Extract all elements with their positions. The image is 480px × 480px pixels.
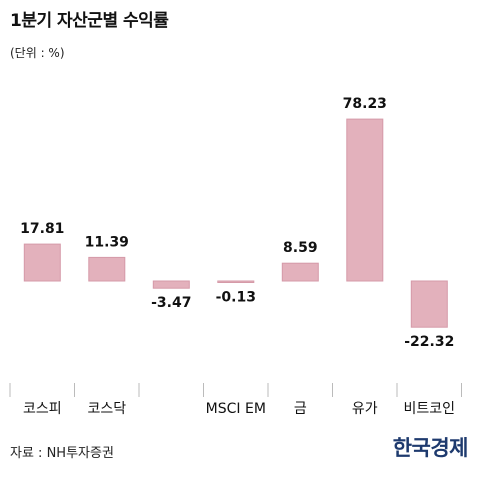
bar-7 <box>410 280 448 328</box>
bar-6 <box>346 118 384 282</box>
category-label-4: MSCI EM <box>206 401 266 417</box>
value-label-4: -0.13 <box>216 290 256 306</box>
bar-2 <box>88 256 126 282</box>
bar-1 <box>23 243 61 282</box>
value-label-2: 11.39 <box>85 234 129 250</box>
value-label-7: -22.32 <box>404 334 454 350</box>
value-label-3: -3.47 <box>151 295 191 311</box>
category-label-2: 코스닥 <box>87 401 126 417</box>
bar-5 <box>281 262 319 282</box>
category-label-7: 비트코인 <box>404 401 456 417</box>
chart-title: 1분기 자산군별 수익률 <box>10 11 169 31</box>
bar-4 <box>217 280 255 283</box>
value-label-1: 17.81 <box>20 221 64 237</box>
unit-note: (단위 : %) <box>10 46 65 60</box>
category-label-5: 금 <box>294 401 307 417</box>
category-label-6: 유가 <box>352 401 378 417</box>
value-label-6: 78.23 <box>343 96 387 112</box>
source-note: 자료 : NH투자증권 <box>10 446 114 461</box>
category-label-1: 코스피 <box>23 401 62 417</box>
bar-3 <box>152 280 190 289</box>
publisher-logo: 한국경제 <box>392 435 469 460</box>
value-label-5: 8.59 <box>283 240 318 256</box>
